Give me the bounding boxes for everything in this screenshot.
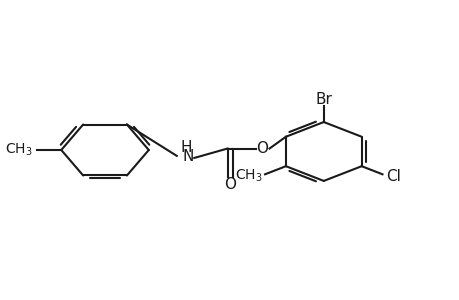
Text: Br: Br	[315, 92, 331, 107]
Text: H: H	[180, 140, 191, 154]
Text: N: N	[182, 149, 193, 164]
Text: CH$_3$: CH$_3$	[5, 142, 33, 158]
Text: O: O	[256, 141, 268, 156]
Text: CH$_3$: CH$_3$	[235, 168, 262, 184]
Text: O: O	[224, 177, 235, 192]
Text: Cl: Cl	[385, 169, 400, 184]
